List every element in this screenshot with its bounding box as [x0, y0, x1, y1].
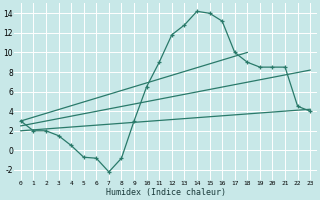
X-axis label: Humidex (Indice chaleur): Humidex (Indice chaleur) — [106, 188, 226, 197]
